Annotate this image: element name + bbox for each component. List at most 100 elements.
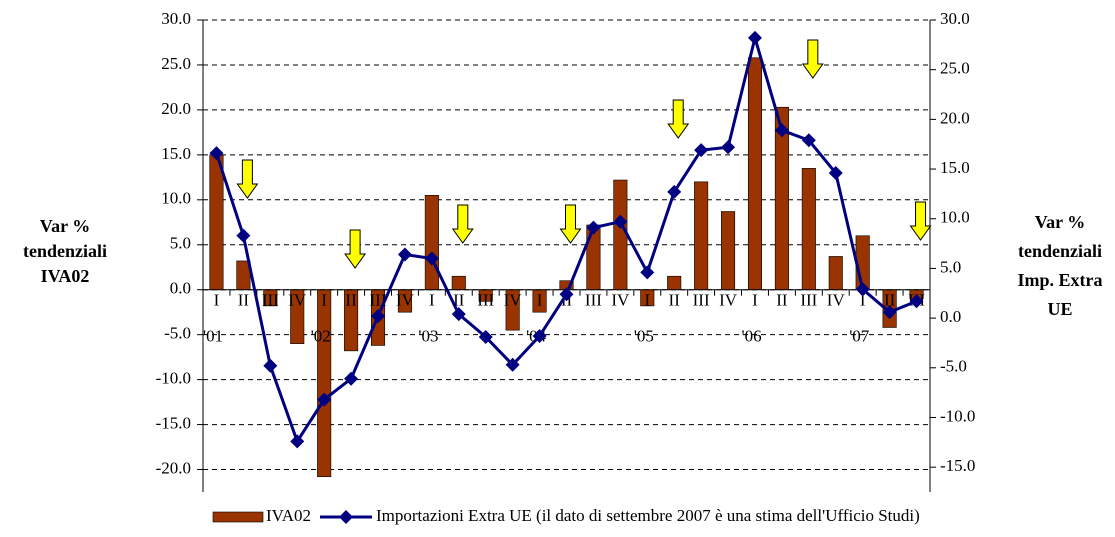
bar [424,195,439,291]
bar [586,224,601,291]
y2-tick-label: 30.0 [940,9,970,28]
bar [667,275,682,291]
year-label: '03 [418,327,438,346]
y-axis-label: tendenziali [23,241,107,261]
y-tick-label: 0.0 [170,279,191,298]
bar [801,168,816,291]
y2-axis-label: tendenziali [1018,241,1102,261]
legend-swatch [212,511,264,523]
x-tick-label: II [669,291,681,310]
marker [855,282,870,297]
x-tick-label: IV [396,291,415,310]
y2-axis-label: Imp. Extra [1018,270,1103,290]
bar [209,154,224,291]
bar [613,179,628,291]
year-label: '06 [742,327,762,346]
bar [828,256,843,291]
x-tick-label: I [537,291,543,310]
y2-tick-label: 10.0 [940,208,970,227]
y-tick-label: 5.0 [170,234,191,253]
marker [640,265,655,280]
x-tick-label: II [345,291,357,310]
year-label: '07 [849,327,870,346]
x-tick-label: I [860,291,866,310]
bar [747,57,763,291]
y2-tick-label: 5.0 [940,257,961,276]
y-tick-label: 10.0 [161,189,191,208]
x-tick-label: I [752,291,758,310]
x-tick-label: III [585,291,602,310]
x-tick-label: III [262,291,279,310]
x-tick-label: III [693,291,710,310]
y-tick-label: 15.0 [161,144,191,163]
marker [424,251,439,266]
marker [667,184,682,199]
arrow [667,99,690,139]
x-tick-label: II [884,291,896,310]
x-tick-label: IV [827,291,846,310]
marker [882,305,897,320]
arrow [909,201,932,241]
marker [532,328,547,343]
y-tick-label: 20.0 [161,99,191,118]
marker [586,220,601,235]
y-tick-label: 30.0 [161,9,191,28]
y2-axis-label: UE [1047,299,1072,319]
legend-label: Importazioni Extra UE (il dato di settem… [376,506,920,525]
y-tick-label: -15.0 [156,413,191,432]
marker [209,146,224,161]
year-label: '01 [203,327,223,346]
arrow [559,204,582,244]
y2-tick-label: -15.0 [940,456,975,475]
y-axis-label: IVA02 [41,266,90,286]
arrow [236,159,259,199]
marker [397,247,412,262]
year-label: '05 [634,327,654,346]
y2-tick-label: -5.0 [940,357,967,376]
y2-axis-label: Var % [1035,212,1086,232]
y-tick-label: -5.0 [164,324,191,343]
bar [694,181,709,291]
arrow [344,229,367,269]
y2-tick-label: 25.0 [940,59,970,78]
x-tick-label: IV [504,291,523,310]
y2-tick-label: 15.0 [940,158,970,177]
marker [451,307,466,322]
marker [505,357,520,372]
marker [828,166,843,181]
x-tick-label: IV [288,291,307,310]
x-tick-label: II [776,291,788,310]
marker [317,392,332,407]
marker [263,358,278,373]
x-tick-label: III [477,291,494,310]
x-tick-label: I [321,291,327,310]
arrow [801,39,824,79]
y-axis-label: Var % [40,216,91,236]
y2-tick-label: -10.0 [940,406,975,425]
x-tick-label: IV [719,291,738,310]
y2-tick-label: 0.0 [940,307,961,326]
y-tick-label: -10.0 [156,369,191,388]
x-tick-label: III [800,291,817,310]
x-tick-label: II [453,291,465,310]
x-tick-label: I [214,291,220,310]
y2-tick-label: 20.0 [940,108,970,127]
marker [290,434,305,449]
x-tick-label: IV [611,291,630,310]
y-tick-label: 25.0 [161,54,191,73]
bar [451,275,466,291]
marker [344,371,359,386]
x-tick-label: I [644,291,650,310]
marker [371,309,386,324]
y-tick-label: -20.0 [156,458,191,477]
marker [694,143,709,158]
marker [559,287,574,302]
legend-label: IVA02 [266,506,311,525]
arrow [451,204,474,244]
marker [236,228,251,243]
x-tick-label: I [429,291,435,310]
year-label: '02 [311,327,331,346]
bar [317,289,332,478]
legend-swatch [339,510,353,524]
marker [801,133,816,148]
